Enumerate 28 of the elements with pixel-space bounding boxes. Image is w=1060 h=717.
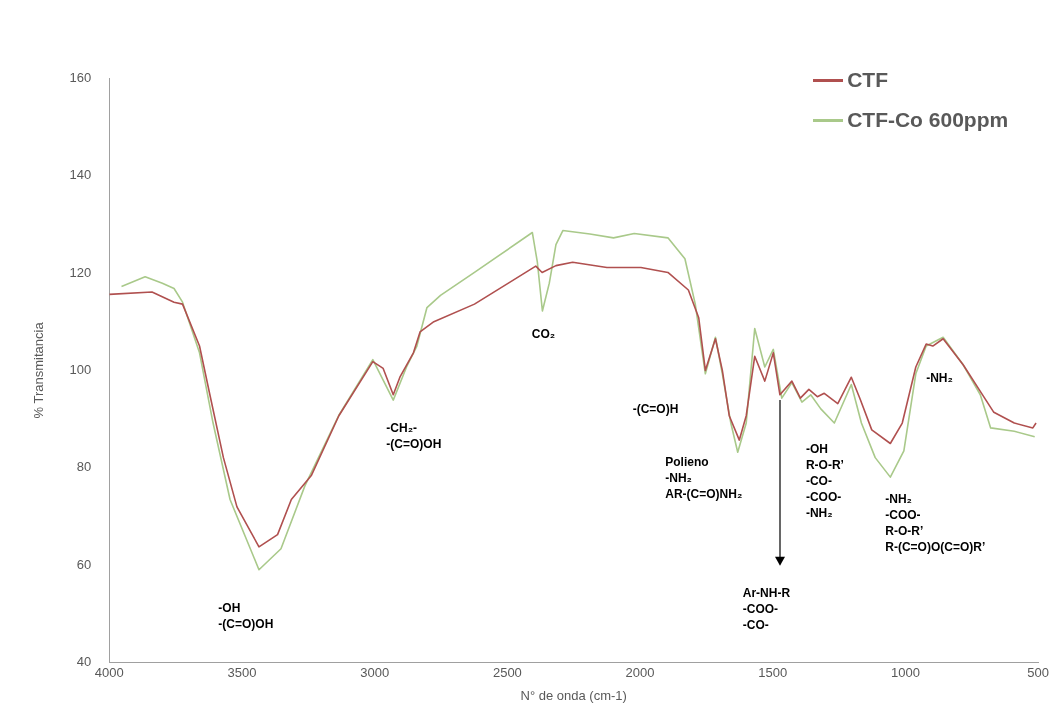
annotation: -(C=O)H — [632, 402, 679, 417]
x-tick-label: 1000 — [891, 665, 920, 681]
annotation: -NH₂ — [926, 370, 953, 385]
annotation: CO₂ — [531, 326, 556, 341]
y-tick-label: 80 — [76, 459, 92, 475]
y-tick-label: 120 — [69, 264, 92, 280]
x-tick-label: 2500 — [492, 665, 522, 681]
annotation: Polieno -NH₂ AR-(C=O)NH₂ — [665, 455, 743, 502]
annotation: Ar-NH-R -COO- -CO- — [742, 585, 791, 632]
y-tick-label: 160 — [69, 69, 92, 85]
annotation: -NH₂ -COO- R-O-R’ R-(C=O)O(C=O)R’ — [885, 491, 986, 554]
legend-label: CTF-Co 600ppm — [847, 108, 1009, 132]
x-tick-label: 500 — [1027, 665, 1050, 681]
y-tick-label: 40 — [76, 654, 92, 670]
x-tick-label: 4000 — [94, 665, 124, 681]
legend-label: CTF — [847, 68, 888, 92]
x-tick-label: 3500 — [227, 665, 257, 681]
y-tick-label: 60 — [76, 556, 92, 572]
y-tick-label: 140 — [69, 167, 92, 183]
x-tick-label: 1500 — [758, 665, 788, 681]
annotation: -OH -(C=O)OH — [218, 601, 274, 632]
y-axis-title: % Transmitancia — [31, 321, 47, 419]
x-tick-label: 2000 — [625, 665, 655, 681]
annotation: -CH₂- -(C=O)OH — [386, 421, 442, 452]
y-tick-label: 100 — [69, 361, 92, 377]
x-tick-label: 3000 — [360, 665, 390, 681]
x-axis-title: N° de onda (cm-1) — [520, 687, 627, 703]
annotation: -OH R-O-R’ -CO- -COO- -NH₂ — [805, 441, 844, 520]
